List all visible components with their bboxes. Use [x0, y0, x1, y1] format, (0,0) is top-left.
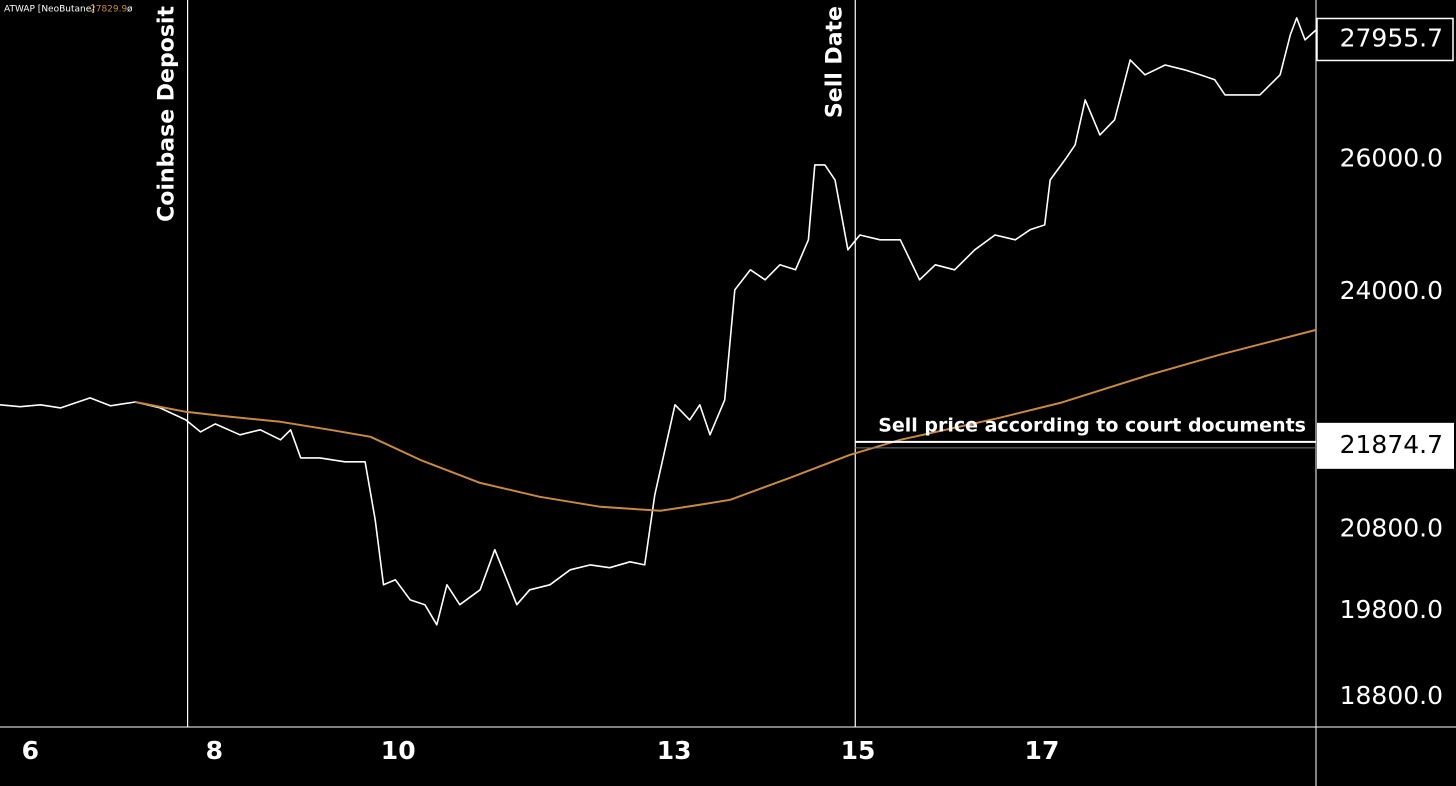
annotation-label: Sell Date [822, 6, 847, 118]
x-tick-label: 10 [381, 736, 416, 765]
x-tick-label: 13 [657, 736, 692, 765]
last-price-label: 27955.7 [1340, 23, 1443, 52]
sell-price-label: Sell price according to court documents [878, 414, 1306, 436]
indicator-value: 27829.9 [90, 5, 127, 15]
x-tick-label: 8 [206, 736, 223, 765]
x-tick-label: 6 [22, 736, 39, 765]
atwap-line [135, 328, 1317, 512]
x-tick-label: 15 [841, 736, 876, 765]
y-tick-label: 26000.0 [1340, 144, 1443, 173]
y-tick-label: 20800.0 [1340, 513, 1443, 542]
last-price-tag [1316, 17, 1454, 62]
price-line [0, 17, 1317, 626]
indicator-name: ATWAP [NeoButane] [4, 5, 95, 15]
annotation-label: Coinbase Deposit [155, 6, 180, 222]
sell-price-tag-label: 21874.7 [1340, 430, 1443, 459]
x-tick-label: 17 [1025, 736, 1060, 765]
indicator-symbol: ø [127, 5, 133, 15]
y-tick-label: 18800.0 [1340, 681, 1443, 710]
y-tick-label: 19800.0 [1340, 595, 1443, 624]
y-tick-label: 24000.0 [1340, 276, 1443, 305]
sell-price-tag [1317, 422, 1454, 469]
